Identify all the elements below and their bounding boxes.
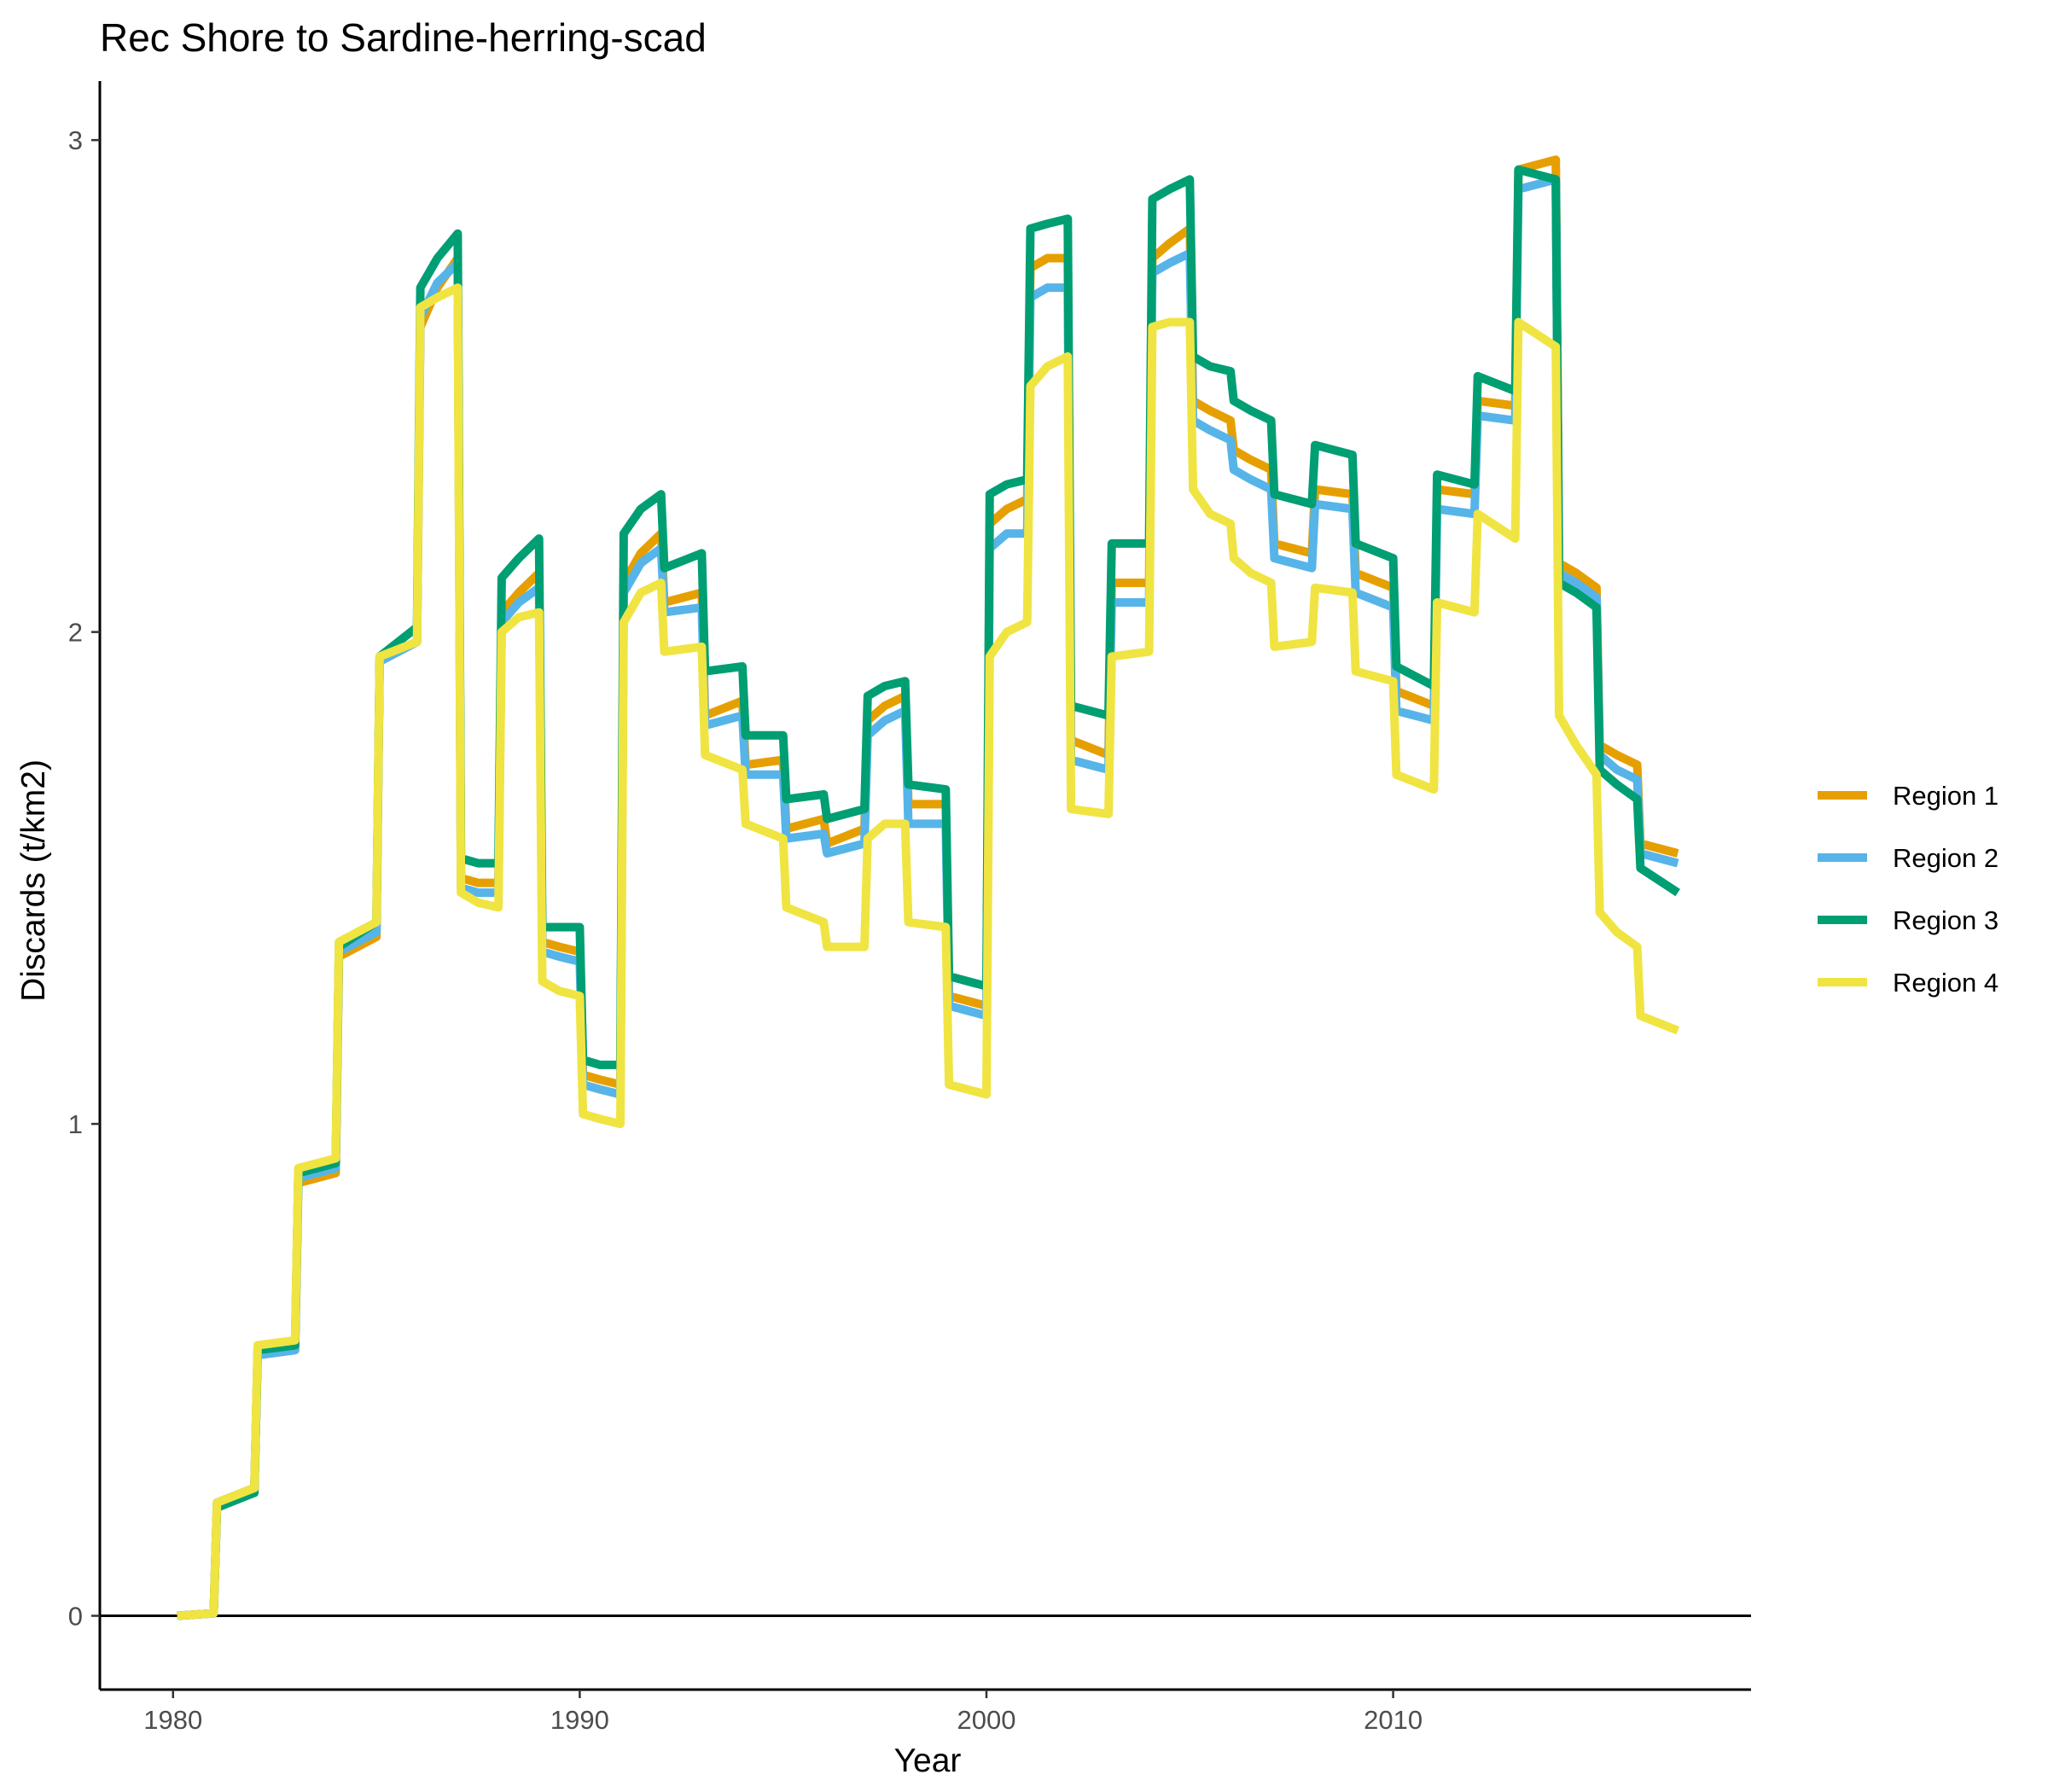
x-tick-label: 1990 xyxy=(550,1705,609,1735)
y-tick-label: 2 xyxy=(68,618,83,648)
y-axis-ticks: 0 1 2 3 xyxy=(68,125,100,1632)
x-tick-label: 1980 xyxy=(143,1705,202,1735)
chart-title: Rec Shore to Sardine-herring-scad xyxy=(100,15,707,60)
legend: Region 1 Region 2 Region 3 Region 4 xyxy=(1818,781,1999,998)
x-axis-ticks: 1980 1990 2000 2010 xyxy=(143,1690,1423,1735)
y-tick-label: 3 xyxy=(68,125,83,155)
y-tick-label: 1 xyxy=(68,1109,83,1139)
series-line-region-4 xyxy=(177,283,1680,1620)
legend-label-region-4: Region 4 xyxy=(1893,968,1999,998)
y-axis-title: Discards (t/km2) xyxy=(15,759,52,1002)
legend-label-region-2: Region 2 xyxy=(1893,843,1999,873)
x-tick-label: 2000 xyxy=(957,1705,1016,1735)
x-tick-label: 2010 xyxy=(1364,1705,1423,1735)
legend-label-region-3: Region 3 xyxy=(1893,905,1999,935)
plot-area xyxy=(100,155,1751,1620)
x-axis-title: Year xyxy=(894,1743,962,1779)
legend-label-region-1: Region 1 xyxy=(1893,781,1999,811)
series-layer xyxy=(177,155,1680,1620)
y-tick-label: 0 xyxy=(68,1602,83,1632)
